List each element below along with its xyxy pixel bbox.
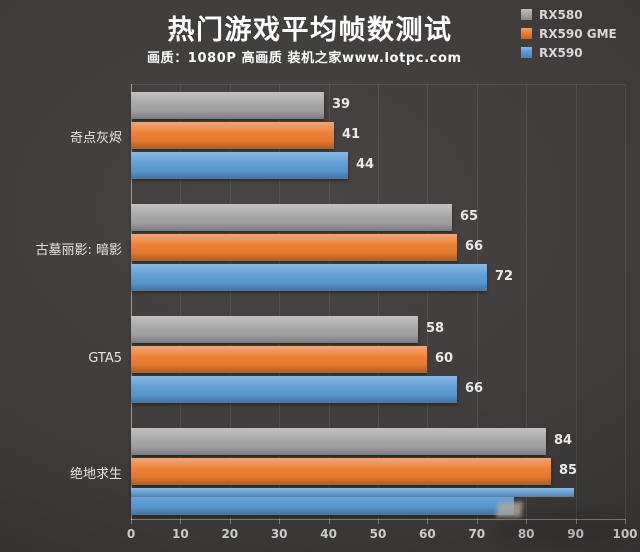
y-axis-line: [131, 84, 132, 520]
tick-mark: [476, 519, 478, 524]
bar-value-label: 65: [460, 209, 479, 224]
tick-mark: [378, 519, 379, 524]
x-tick-label: 0: [126, 527, 136, 541]
bar-truncated-sliver: [131, 488, 574, 497]
x-tick-label: 20: [221, 527, 239, 541]
bar-value-label: 85: [559, 463, 578, 478]
legend-item: RX590 GME: [521, 26, 617, 41]
tick-mark: [328, 519, 330, 524]
watermark-smudge-light: [495, 502, 524, 517]
gridline: [180, 84, 182, 519]
x-tick-label: 40: [320, 527, 337, 541]
category-label: GTA5: [88, 351, 122, 366]
legend-label: RX590: [539, 45, 583, 60]
bar: [131, 264, 487, 291]
bar: [131, 346, 427, 373]
x-tick-label: 10: [172, 527, 189, 541]
bar: [131, 428, 546, 455]
gridline: [427, 84, 429, 519]
legend-swatch: [521, 9, 532, 20]
x-tick-label: 60: [419, 527, 436, 541]
bar-value-label: 44: [356, 157, 375, 172]
tick-mark: [427, 519, 429, 524]
legend-swatch: [521, 28, 532, 39]
bar-value-label: 39: [332, 97, 351, 112]
legend: RX580 RX590 GME RX590: [521, 8, 617, 65]
gridline: [575, 84, 577, 519]
legend-label: RX590 GME: [539, 26, 617, 41]
bar-value-label: 72: [495, 269, 514, 284]
category-label: 古墓丽影: 暗影: [35, 243, 122, 258]
category-label: 绝地求生: [69, 467, 122, 482]
category-label: 奇点灰烬: [69, 131, 122, 146]
tick-mark: [180, 519, 182, 524]
legend-item: RX580: [521, 7, 617, 22]
bar: [131, 376, 457, 403]
bar-value-label: 66: [465, 239, 484, 254]
bar-value-label: 84: [554, 433, 573, 448]
tick-mark: [526, 519, 528, 524]
bar: [131, 316, 418, 343]
legend-swatch: [521, 47, 532, 58]
bar: [131, 204, 452, 231]
gridline: [279, 84, 281, 519]
tick-mark: [279, 519, 281, 524]
bar: [131, 152, 348, 179]
tick-mark: [229, 519, 231, 524]
gridline: [229, 84, 231, 519]
gridline: [476, 84, 478, 519]
tick-mark: [625, 519, 626, 524]
bar: [131, 234, 457, 261]
x-tick-label: 90: [567, 527, 584, 541]
bar-value-label: 41: [342, 127, 361, 142]
gridline: [526, 84, 528, 519]
bar: [131, 122, 334, 149]
gridline: [625, 84, 626, 519]
bar: [131, 458, 551, 485]
bar: [131, 92, 324, 119]
tick-mark: [131, 519, 132, 524]
x-tick-label: 100: [612, 527, 638, 541]
legend-label: RX580: [539, 7, 583, 22]
chart-title: 热门游戏平均帧数测试: [167, 15, 453, 46]
x-tick-label: 80: [517, 527, 535, 541]
gridline: [378, 84, 379, 519]
x-tick-label: 50: [369, 527, 387, 541]
bar-value-label: 60: [435, 351, 454, 366]
gridline: [328, 84, 330, 519]
plot-top-border: [131, 84, 625, 85]
bar-value-label: 66: [465, 381, 484, 396]
x-tick-label: 30: [270, 527, 288, 541]
bar-value-label: 58: [426, 321, 445, 336]
chart-subtitle: 画质：1080P 高画质 装机之家www.lotpc.com: [147, 51, 462, 66]
watermark-smudge-dark: [495, 512, 630, 544]
legend-item: RX590: [521, 45, 617, 60]
tick-mark: [575, 519, 577, 524]
x-tick-label: 70: [468, 527, 486, 541]
x-axis-line: [131, 519, 626, 520]
